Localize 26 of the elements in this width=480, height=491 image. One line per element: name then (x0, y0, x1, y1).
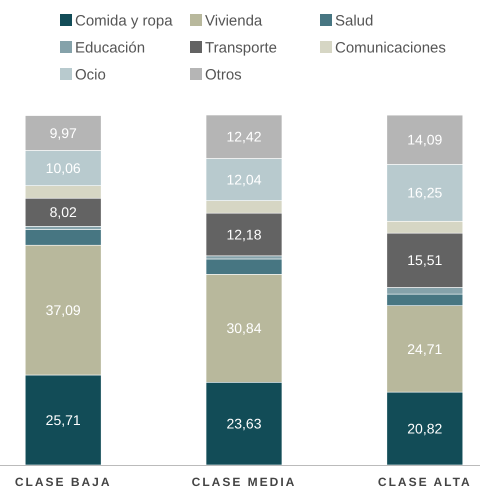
legend-label: Salud (335, 12, 374, 30)
legend-label: Comida y ropa (75, 12, 174, 30)
x-tick-label: CLASE ALTA (378, 475, 472, 490)
data-label: 24,71 (407, 340, 443, 357)
data-label: 12,18 (226, 226, 262, 242)
data-label: 14,09 (407, 132, 443, 148)
data-label: 15,51 (407, 252, 443, 268)
data-label: 12,04 (226, 171, 262, 188)
x-tick-label: CLASE MEDIA (192, 475, 296, 490)
legend-label: Vivienda (205, 12, 263, 30)
legend-label: Transporte (205, 39, 277, 56)
data-label: 8,02 (50, 204, 78, 220)
data-label: 20,82 (407, 420, 443, 436)
data-label: 9,97 (50, 124, 78, 141)
data-label: 37,09 (46, 302, 81, 318)
legend-label: Ocio (75, 66, 106, 84)
data-label: 23,63 (226, 416, 262, 432)
legend-label: Otros (205, 66, 242, 84)
data-label: 10,06 (46, 160, 81, 176)
data-label: 12,42 (226, 128, 262, 145)
legend-label: Comunicaciones (335, 39, 446, 56)
data-label: 16,25 (407, 184, 443, 201)
x-tick-label: CLASE BAJA (14, 475, 112, 490)
data-label: 30,84 (226, 320, 262, 336)
data-label: 25,71 (46, 412, 81, 428)
legend-label: Educación (75, 39, 146, 56)
